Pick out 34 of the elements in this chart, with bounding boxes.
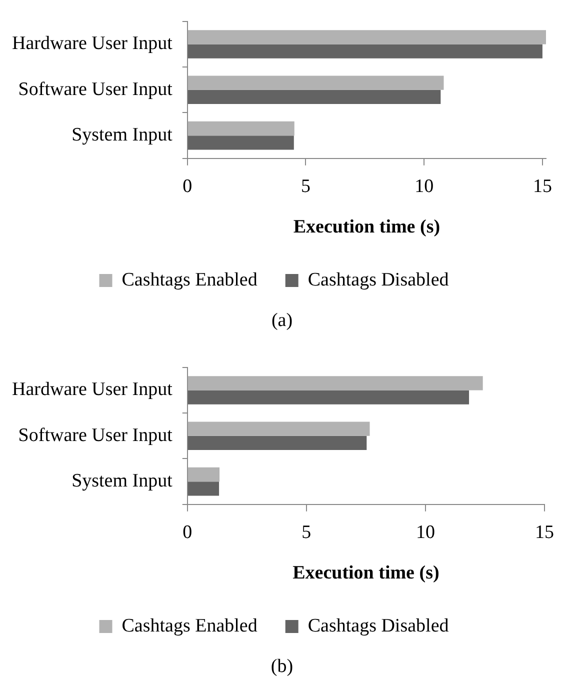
bar <box>188 30 546 44</box>
bar <box>188 390 470 404</box>
x-tick-label: 5 <box>300 176 310 197</box>
y-tick-label: System Input <box>72 124 174 146</box>
y-tick-label: Hardware User Input <box>12 33 174 54</box>
x-axis-title: Execution time (s) <box>293 216 440 238</box>
bar <box>188 482 220 496</box>
x-tick-label: 10 <box>414 176 434 197</box>
y-tick-label: Hardware User Input <box>12 379 174 400</box>
x-tick-label: 15 <box>535 522 554 543</box>
bar <box>188 90 441 104</box>
y-tick-label: Software User Input <box>18 424 174 446</box>
y-tick-label: System Input <box>72 470 174 492</box>
x-tick-label: 10 <box>416 522 435 543</box>
bar <box>188 44 542 58</box>
legend-label: Cashtags Enabled <box>122 615 258 636</box>
text: (a) <box>270 310 294 332</box>
bar <box>188 467 220 482</box>
bar <box>188 136 294 150</box>
text: (b) <box>270 656 294 678</box>
legend-label: Cashtags Enabled <box>122 269 258 290</box>
x-tick-label: 0 <box>182 176 192 197</box>
x-tick-label: 5 <box>302 522 312 543</box>
bar <box>188 76 444 90</box>
bar <box>188 376 483 390</box>
x-tick-label: 0 <box>182 522 192 543</box>
x-tick-label: 15 <box>532 176 552 197</box>
bar <box>188 422 370 436</box>
legend-label: Cashtags Disabled <box>308 269 450 290</box>
legend-label: Cashtags Disabled <box>308 615 450 636</box>
y-tick-label: Software User Input <box>18 78 174 100</box>
bar <box>188 436 367 450</box>
bar <box>188 121 294 136</box>
x-axis-title: Execution time (s) <box>292 562 440 584</box>
